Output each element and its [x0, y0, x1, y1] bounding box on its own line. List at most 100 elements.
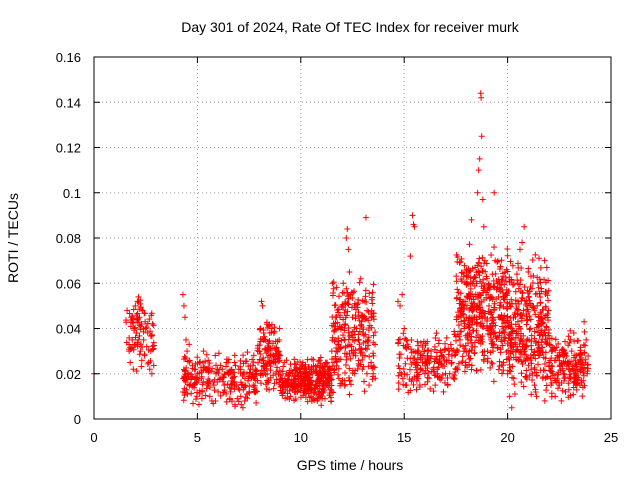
data-point	[536, 255, 543, 262]
data-point	[342, 320, 349, 327]
data-point	[474, 262, 481, 269]
data-point	[411, 223, 418, 230]
data-point	[126, 334, 133, 341]
data-point	[288, 377, 295, 384]
data-point	[352, 352, 359, 359]
data-point	[231, 359, 238, 366]
data-point	[478, 263, 485, 270]
data-point	[443, 334, 450, 341]
data-point	[537, 293, 544, 300]
data-point	[410, 381, 417, 388]
data-point	[275, 358, 282, 365]
data-point	[559, 387, 566, 394]
data-point	[530, 272, 537, 279]
data-point	[351, 302, 358, 309]
data-point	[546, 335, 553, 342]
data-point	[494, 345, 501, 352]
data-point	[504, 246, 511, 253]
data-point	[261, 367, 268, 374]
data-point	[498, 257, 505, 264]
data-point	[528, 346, 535, 353]
data-point	[536, 352, 543, 359]
data-point	[232, 401, 239, 408]
data-point	[344, 225, 351, 232]
data-point	[451, 352, 458, 359]
data-point	[225, 356, 232, 363]
data-point	[126, 341, 133, 348]
data-point	[148, 332, 155, 339]
data-point	[221, 382, 228, 389]
data-point	[271, 380, 278, 387]
data-point	[517, 353, 524, 360]
data-point	[210, 400, 217, 407]
data-point	[416, 381, 423, 388]
data-point	[333, 344, 340, 351]
data-point	[508, 296, 515, 303]
plot-frame	[93, 56, 612, 420]
data-point	[523, 310, 530, 317]
data-point	[535, 339, 542, 346]
data-point	[315, 358, 322, 365]
data-point	[486, 324, 493, 331]
data-point	[421, 381, 428, 388]
data-point	[235, 366, 242, 373]
data-point	[343, 356, 350, 363]
data-point	[488, 251, 495, 258]
data-point	[195, 401, 202, 408]
data-point	[230, 374, 237, 381]
data-point	[557, 362, 564, 369]
data-point	[400, 330, 407, 337]
data-point	[511, 381, 518, 388]
data-point	[262, 336, 269, 343]
data-point	[325, 370, 332, 377]
data-point	[396, 336, 403, 343]
data-point	[512, 313, 519, 320]
data-point	[258, 380, 265, 387]
data-point	[368, 296, 375, 303]
data-point	[129, 344, 136, 351]
data-point	[562, 388, 569, 395]
data-point	[505, 323, 512, 330]
data-point	[518, 317, 525, 324]
data-point	[495, 366, 502, 373]
data-point	[468, 216, 475, 223]
data-point	[143, 324, 150, 331]
data-point	[140, 336, 147, 343]
data-point	[570, 370, 577, 377]
data-point	[122, 317, 129, 324]
data-point	[521, 284, 528, 291]
data-point	[181, 375, 188, 382]
data-point	[415, 342, 422, 349]
data-point	[289, 370, 296, 377]
data-point	[181, 368, 188, 375]
data-point	[496, 302, 503, 309]
data-point	[184, 391, 191, 398]
data-point	[467, 291, 474, 298]
data-point	[518, 358, 525, 365]
data-point	[426, 375, 433, 382]
data-point	[206, 377, 213, 384]
data-point	[469, 318, 476, 325]
data-point	[355, 331, 362, 338]
data-point	[476, 255, 483, 262]
data-point	[503, 305, 510, 312]
data-point	[501, 334, 508, 341]
data-point	[526, 326, 533, 333]
data-point	[532, 388, 539, 395]
data-point	[468, 347, 475, 354]
data-point	[555, 340, 562, 347]
x-tick-label: 25	[604, 430, 618, 445]
data-point	[340, 280, 347, 287]
data-point	[264, 324, 271, 331]
data-point	[489, 317, 496, 324]
data-point	[255, 359, 262, 366]
data-point	[150, 362, 157, 369]
data-point	[533, 393, 540, 400]
data-point	[335, 325, 342, 332]
data-point	[488, 294, 495, 301]
data-point	[534, 280, 541, 287]
data-point	[496, 314, 503, 321]
y-tick-label: 0.08	[56, 231, 81, 246]
data-point	[130, 306, 137, 313]
data-point	[567, 336, 574, 343]
